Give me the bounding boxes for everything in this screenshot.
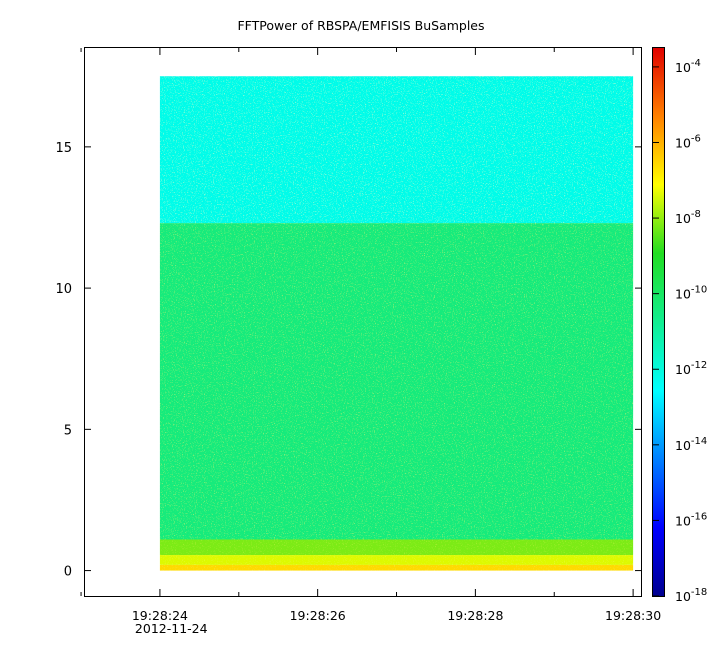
colorbar-tick-label: 10-10 [675, 285, 707, 302]
x-tick-label: 19:28:28 [447, 608, 503, 623]
y-tick-label: 10 [55, 282, 72, 297]
spectrogram-band-1 [159, 223, 634, 540]
x-tick-label: 19:28:30 [605, 608, 661, 623]
colorbar-tick-label: 10-8 [675, 209, 701, 226]
x-tick-date-label: 2012-11-24 [135, 621, 208, 636]
spectrogram-band-3 [159, 555, 634, 565]
chart-title: FFTPower of RBSPA/EMFISIS BuSamples [237, 18, 484, 33]
y-tick-label: 15 [55, 141, 72, 156]
colorbar-axis: 10-4 10-6 10-8 10-10 10-12 10-14 10-16 10-18 [653, 58, 707, 604]
spectrogram-band-4 [159, 564, 634, 571]
y-tick-label: 5 [64, 423, 72, 438]
spectrogram-image [159, 76, 634, 571]
y-axis: 0 5 10 15 [55, 141, 641, 580]
colorbar-tick-label: 10-18 [675, 587, 707, 604]
x-tick-label: 19:28:24 [132, 608, 188, 623]
colorbar-tick-label: 10-4 [675, 58, 701, 75]
spectrogram-band-2 [159, 539, 634, 556]
colorbar-tick-label: 10-14 [675, 436, 707, 453]
colorbar-tick-label: 10-16 [675, 511, 707, 528]
y-tick-label: 0 [64, 565, 72, 580]
colorbar [652, 47, 665, 597]
x-tick-label: 19:28:26 [290, 608, 346, 623]
spectrogram-band-0 [159, 76, 634, 224]
colorbar-tick-label: 10-12 [675, 360, 707, 377]
colorbar-tick-label: 10-6 [675, 133, 701, 150]
